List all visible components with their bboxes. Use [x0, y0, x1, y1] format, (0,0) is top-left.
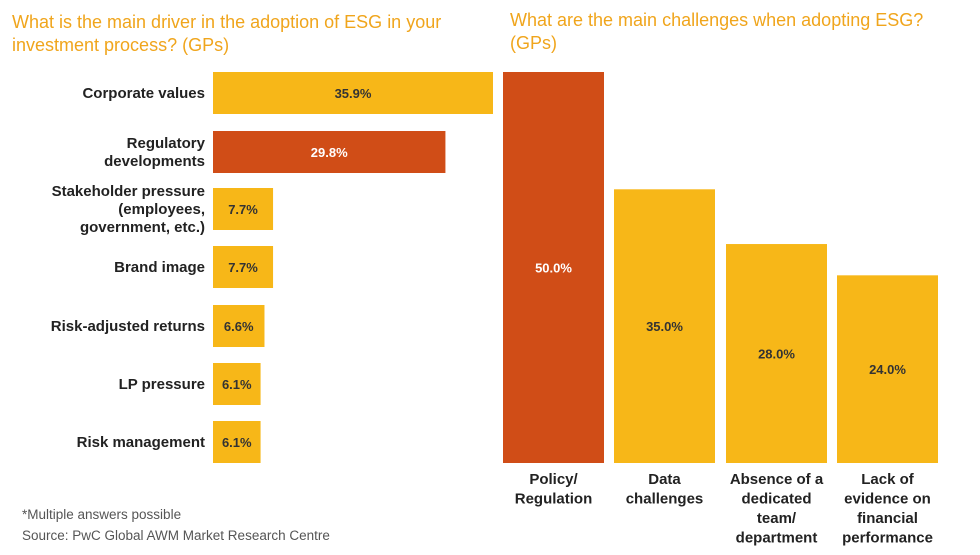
driver-bar	[213, 421, 261, 463]
driver-category-label: Stakeholder pressure (employees, governmen…	[52, 183, 205, 236]
driver-category-label: LP pressure	[119, 376, 205, 393]
driver-category-label-line: Corporate values	[82, 85, 205, 102]
driver-category-label: Risk management	[77, 434, 205, 451]
challenge-category-label-line: department	[736, 530, 818, 547]
challenge-value-label: 35.0%	[646, 319, 683, 334]
challenge-category-label: Absence of a dedicated team/department	[730, 471, 824, 547]
challenge-value-label: 28.0%	[758, 347, 795, 362]
driver-bar	[213, 305, 265, 347]
driver-value-label: 6.1%	[222, 435, 252, 450]
driver-category-label-line: government, etc.)	[80, 219, 205, 236]
driver-value-label: 7.7%	[228, 260, 258, 275]
challenge-bar	[726, 244, 827, 463]
challenge-category-label-line: Data	[648, 471, 681, 488]
driver-category-label-line: developments	[104, 153, 205, 170]
challenge-bar	[837, 275, 938, 463]
driver-bar	[213, 131, 446, 173]
driver-category-label-line: Brand image	[114, 259, 205, 276]
challenge-category-label: Lack of evidence on financial performance	[842, 471, 933, 547]
challenge-category-label-line: challenges	[626, 491, 704, 508]
driver-value-label: 6.1%	[222, 377, 252, 392]
driver-category-label-line: Risk management	[77, 434, 205, 451]
driver-category-label-line: Regulatory	[127, 135, 206, 152]
challenge-category-label: Data challenges	[626, 471, 704, 508]
driver-value-label: 6.6%	[224, 319, 254, 334]
driver-category-label: Regulatory developments	[104, 135, 206, 170]
driver-bar	[213, 363, 261, 405]
driver-value-label: 35.9%	[335, 86, 372, 101]
driver-bar	[213, 72, 493, 114]
challenge-category-label-line: evidence on	[844, 491, 931, 508]
challenge-bar	[503, 72, 604, 463]
challenge-category-label-line: financial	[857, 510, 918, 527]
challenge-value-label: 24.0%	[869, 362, 906, 377]
challenge-category-label-line: Policy/	[529, 471, 578, 488]
driver-value-label: 29.8%	[311, 145, 348, 160]
challenge-category-label-line: dedicated	[741, 491, 811, 508]
driver-category-label-line: (employees,	[118, 201, 205, 218]
footnote-multiple-answers: *Multiple answers possible	[22, 507, 182, 522]
challenge-category-label: Policy/Regulation	[515, 471, 593, 508]
challenge-value-label: 50.0%	[535, 261, 572, 276]
footnote-source: Source: PwC Global AWM Market Research C…	[22, 528, 330, 543]
right-chart-title: What are the main challenges when adopti…	[510, 10, 924, 53]
challenge-category-label-line: Absence of a	[730, 471, 824, 488]
driver-category-label: Corporate values	[82, 85, 205, 102]
driver-bar	[213, 246, 274, 288]
challenge-bar	[614, 189, 715, 464]
challenge-category-label-line: performance	[842, 530, 933, 547]
driver-category-label-line: Stakeholder pressure	[52, 183, 205, 200]
left-chart-title: What is the main driver in the adoption …	[12, 12, 442, 55]
challenge-category-label-line: Lack of	[861, 471, 915, 488]
driver-category-label: Risk-adjusted returns	[51, 318, 205, 335]
driver-category-label-line: LP pressure	[119, 376, 205, 393]
driver-category-label: Brand image	[114, 259, 205, 276]
driver-category-label-line: Risk-adjusted returns	[51, 318, 205, 335]
driver-bar	[213, 188, 274, 230]
challenge-category-label-line: Regulation	[515, 491, 593, 508]
driver-value-label: 7.7%	[228, 202, 258, 217]
challenge-category-label-line: team/	[757, 510, 797, 527]
